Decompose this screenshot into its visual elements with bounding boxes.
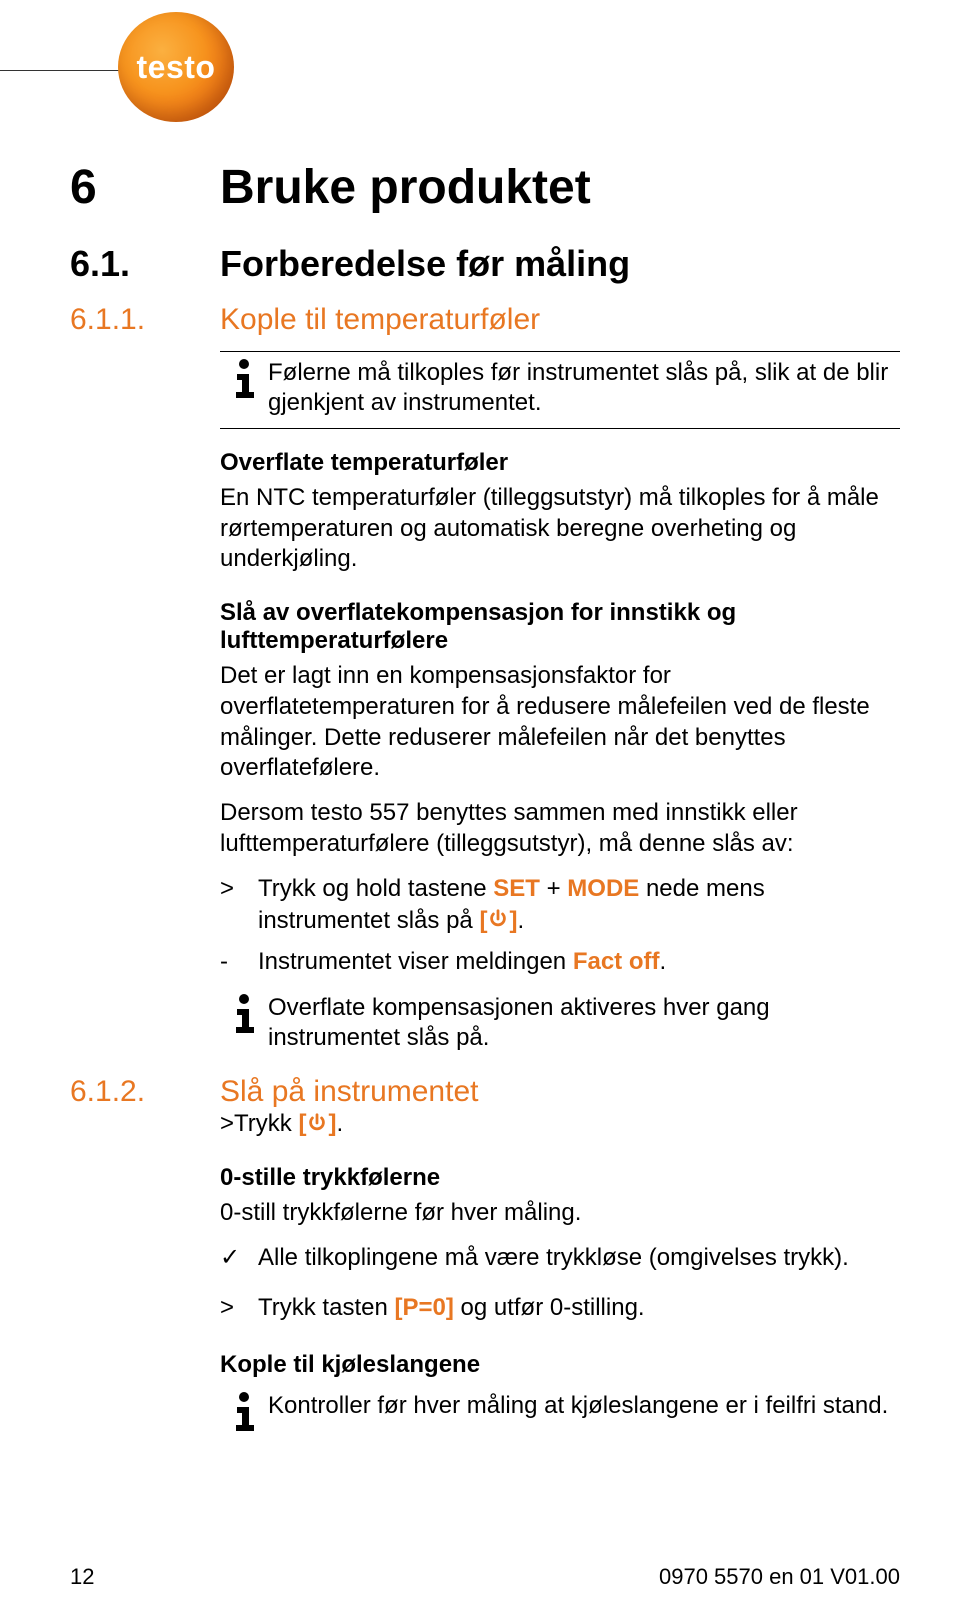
subhead-sla-av: Slå av overflatekompensasjon for innstik… <box>220 599 900 655</box>
bracket-open-2: [ <box>298 1110 306 1137</box>
h1-number: 6 <box>70 160 220 215</box>
step2-dot: . <box>659 948 666 975</box>
h3-1-title: Kople til temperaturføler <box>220 303 900 337</box>
page-footer: 12 0970 5570 en 01 V01.00 <box>70 1564 900 1590</box>
h3-1-row: 6.1.1. Kople til temperaturføler <box>70 303 900 337</box>
info-note-3: Kontroller før hver måling at kjøleslang… <box>220 1385 900 1443</box>
para-sec2-2: Dersom testo 557 benyttes sammen med inn… <box>220 798 900 859</box>
s62-dot: . <box>336 1110 343 1137</box>
step1-plus: + <box>540 875 567 902</box>
fact-off-label: Fact off <box>573 948 660 975</box>
h2-row: 6.1. Forberedelse før måling <box>70 243 900 285</box>
logo-text: testo <box>137 49 216 86</box>
check-icon: ✓ <box>220 1242 258 1273</box>
bracket-open-1: [ <box>479 907 487 934</box>
h1-row: 6 Bruke produktet <box>70 160 900 215</box>
step1-dot: . <box>517 907 524 934</box>
power-icon <box>306 1112 328 1134</box>
step-set-mode: > Trykk og hold tastene SET + MODE nede … <box>220 873 900 935</box>
info-icon <box>220 358 268 418</box>
para-sec1: En NTC temperaturføler (tilleggsutstyr) … <box>220 483 900 575</box>
para-sec2-1: Det er lagt inn en kompensasjonsfaktor f… <box>220 661 900 784</box>
h2-number: 6.1. <box>70 243 220 285</box>
step2-a: Instrumentet viser meldingen <box>258 948 573 975</box>
check-row: ✓ Alle tilkoplingene må være trykkløse (… <box>220 1242 900 1273</box>
step-fact-off: - Instrumentet viser meldingen Fact off. <box>220 946 900 977</box>
h3-2-row: 6.1.2. Slå på instrumentet <box>70 1075 900 1109</box>
check-text: Alle tilkoplingene må være trykkløse (om… <box>258 1242 900 1273</box>
step3-a: Trykk tasten <box>258 1294 394 1321</box>
info-2-text: Overflate kompensasjonen aktiveres hver … <box>268 993 900 1053</box>
testo-logo: testo <box>118 12 234 122</box>
h1-title: Bruke produktet <box>220 160 900 215</box>
p0-label: [P=0] <box>394 1294 453 1321</box>
dash-icon: - <box>220 946 258 977</box>
h3-2-title: Slå på instrumentet <box>220 1075 900 1109</box>
step1-a: Trykk og hold tastene <box>258 875 493 902</box>
doc-id: 0970 5570 en 01 V01.00 <box>659 1564 900 1590</box>
power-icon <box>487 908 509 930</box>
info-icon <box>220 1391 268 1433</box>
subhead-overflate: Overflate temperaturføler <box>220 449 900 477</box>
info-note-2: Overflate kompensasjonen aktiveres hver … <box>220 987 900 1063</box>
gt-icon: > <box>220 1292 258 1323</box>
s62-a: >Trykk <box>220 1110 298 1137</box>
page-content: 6 Bruke produktet 6.1. Forberedelse før … <box>70 160 900 1455</box>
page-number: 12 <box>70 1564 94 1590</box>
mode-label: MODE <box>567 875 639 902</box>
step-p0: > Trykk tasten [P=0] og utfør 0-stilling… <box>220 1292 900 1323</box>
step3-b: og utfør 0-stilling. <box>454 1294 645 1321</box>
subhead-kople: Kople til kjøleslangene <box>220 1351 900 1379</box>
subhead-0stille: 0-stille trykkfølerne <box>220 1164 900 1192</box>
h3-1-number: 6.1.1. <box>70 303 220 337</box>
h2-title: Forberedelse før måling <box>220 243 900 285</box>
trykk-power: >Trykk []. <box>220 1109 900 1140</box>
h3-2-number: 6.1.2. <box>70 1075 220 1109</box>
info-note-1: Følerne må tilkoples før instrumentet sl… <box>220 351 900 429</box>
info-1-text: Følerne må tilkoples før instrumentet sl… <box>268 358 900 418</box>
gt-icon: > <box>220 873 258 935</box>
para-0still: 0-still trykkfølerne før hver måling. <box>220 1198 900 1229</box>
section-6-1-1: Følerne må tilkoples før instrumentet sl… <box>70 337 900 1075</box>
set-label: SET <box>493 875 540 902</box>
info-icon <box>220 993 268 1053</box>
section-6-1-2: >Trykk []. 0-stille trykkfølerne 0-still… <box>70 1109 900 1455</box>
info-3-text: Kontroller før hver måling at kjøleslang… <box>268 1391 900 1433</box>
